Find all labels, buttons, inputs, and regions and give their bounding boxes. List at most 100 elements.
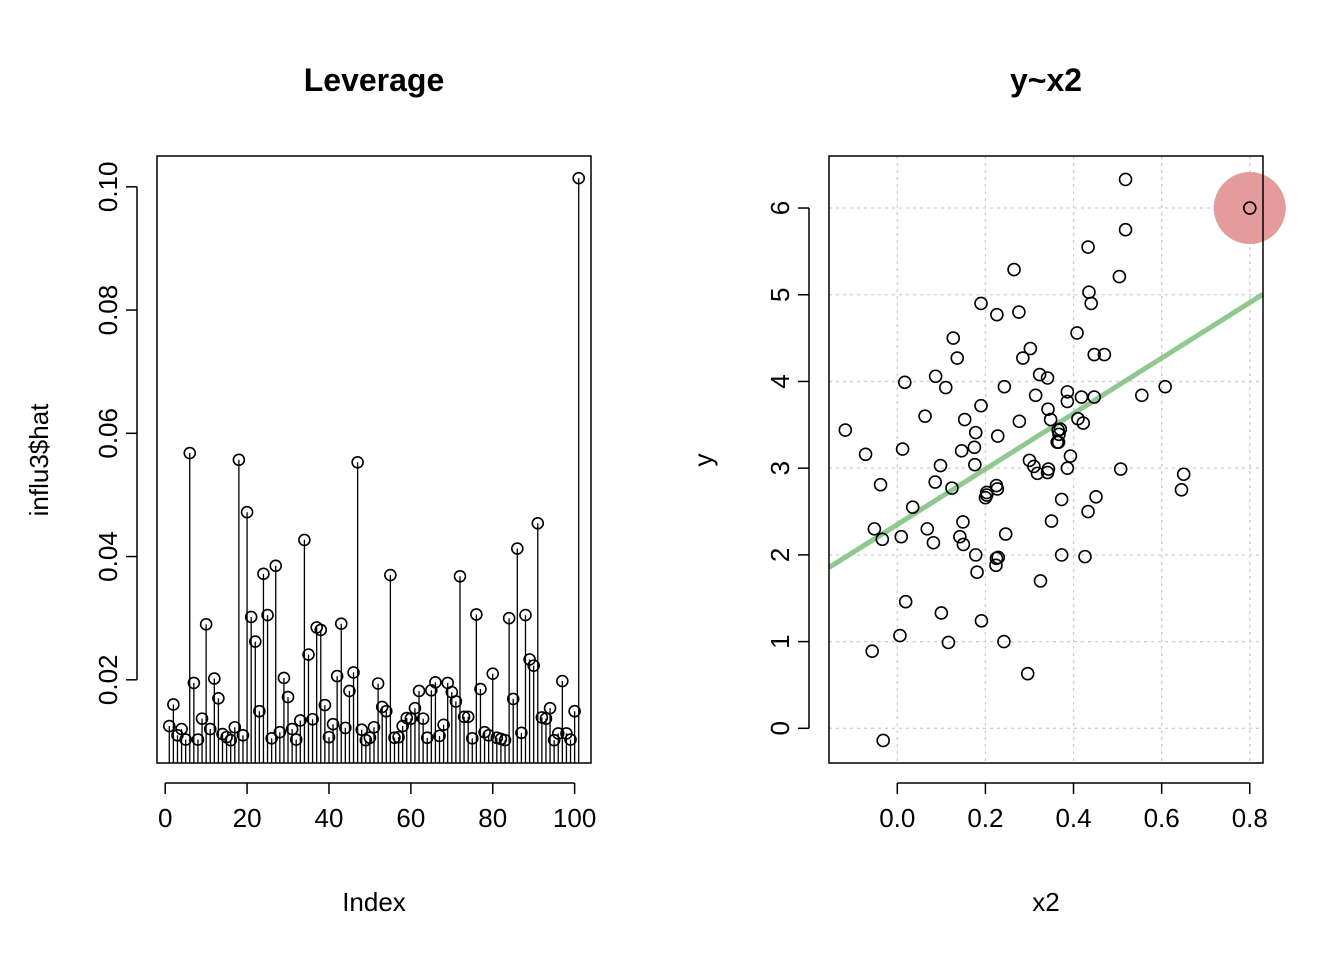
leverage-point	[273, 725, 287, 739]
scatter-y-tick-label: 3	[765, 461, 795, 475]
leverage-point	[453, 569, 467, 583]
scatter-point	[1043, 412, 1058, 427]
leverage-point	[339, 721, 352, 735]
scatter-point	[990, 307, 1004, 322]
scatter-point	[950, 351, 965, 365]
scatter-point	[858, 447, 873, 462]
scatter-point	[898, 594, 913, 609]
scatter-point	[968, 425, 983, 440]
scatter-point	[1082, 285, 1096, 299]
leverage-point	[162, 719, 176, 733]
scatter-point	[1032, 367, 1047, 382]
leverage-x-label: Index	[342, 887, 406, 917]
scatter-y-tick-label: 5	[765, 288, 795, 302]
scatter-point	[1070, 326, 1084, 340]
scatter-x-tick-label: 0.8	[1232, 803, 1268, 833]
leverage-point	[294, 714, 307, 727]
leverage-point	[302, 648, 315, 661]
leverage-y-tick-label: 0.06	[93, 408, 123, 459]
leverage-point	[474, 682, 487, 696]
leverage-point	[195, 712, 209, 725]
scatter-point	[1044, 514, 1059, 528]
scatter-point	[974, 398, 988, 413]
leverage-point	[388, 731, 401, 745]
leverage-point	[236, 728, 250, 742]
leverage-point	[498, 733, 512, 747]
scatter-point	[928, 475, 942, 489]
leverage-point	[343, 684, 356, 698]
scatter-point	[1012, 305, 1026, 319]
leverage-point	[560, 727, 573, 740]
leverage-point	[502, 611, 516, 625]
leverage-title: Leverage	[304, 62, 445, 98]
leverage-point	[543, 701, 557, 715]
leverage-point	[183, 446, 197, 460]
scatter-x-axis: 0.0 0.2 0.4 0.6 0.8	[879, 782, 1268, 833]
leverage-point	[470, 608, 483, 621]
scatter-point	[897, 375, 912, 390]
leverage-point	[240, 505, 254, 519]
leverage-point	[449, 695, 463, 708]
leverage-point	[265, 732, 278, 745]
leverage-point	[433, 729, 446, 743]
leverage-point	[511, 542, 524, 555]
scatter-point	[865, 644, 879, 658]
leverage-point	[191, 733, 205, 746]
scatter-point	[1023, 341, 1038, 356]
scatter-point	[1081, 504, 1095, 519]
leverage-point	[367, 720, 381, 734]
leverage-x-tick-label: 0	[158, 803, 172, 833]
scatter-point	[933, 458, 948, 473]
scatter-point	[1027, 459, 1041, 474]
scatter-point	[1041, 402, 1055, 417]
scatter-point	[1076, 416, 1091, 430]
scatter-points	[838, 172, 1257, 748]
scatter-point	[968, 548, 983, 562]
scatter-point	[1097, 347, 1112, 362]
leverage-point	[531, 516, 545, 530]
scatter-point	[1020, 666, 1035, 681]
scatter-point	[1112, 269, 1127, 284]
leverage-point	[179, 733, 192, 746]
highlighted-point-marker	[1213, 172, 1286, 245]
scatter-point	[1063, 449, 1078, 463]
leverage-point	[208, 672, 221, 685]
scatter-y-tick-label: 4	[765, 374, 795, 388]
leverage-x-tick-label: 20	[233, 803, 262, 833]
leverage-point	[527, 659, 540, 672]
leverage-point	[400, 711, 414, 725]
scatter-point	[997, 634, 1011, 649]
leverage-point	[203, 722, 217, 736]
leverage-point	[261, 608, 274, 622]
leverage-point	[539, 712, 553, 725]
leverage-point	[547, 733, 561, 747]
scatter-point	[1084, 296, 1098, 311]
leverage-point	[519, 608, 532, 622]
leverage-point	[314, 623, 328, 637]
scatter-point	[941, 635, 956, 650]
scatter-point	[1040, 371, 1055, 385]
scatter-grid	[829, 156, 1263, 763]
scatter-point	[1089, 489, 1103, 504]
leverage-point	[404, 712, 418, 725]
leverage-point	[248, 635, 262, 648]
leverage-point	[572, 171, 586, 185]
leverage-y-axis: 0.02 0.04 0.06 0.08 0.10	[93, 162, 138, 705]
scatter-point	[957, 412, 972, 427]
scatter-point	[1051, 435, 1066, 449]
scatter-point	[1087, 390, 1102, 404]
scatter-point	[873, 477, 888, 492]
scatter-point	[918, 409, 932, 423]
scatter-point	[895, 442, 910, 456]
scatter-point	[970, 565, 984, 580]
leverage-point	[281, 690, 295, 704]
scatter-point	[1033, 574, 1048, 588]
scatter-point	[956, 515, 970, 529]
leverage-point	[375, 700, 389, 714]
scatter-point	[926, 535, 941, 550]
scatter-y-tick-label: 1	[765, 634, 795, 648]
scatter-point	[1052, 427, 1066, 442]
scatter-point	[956, 537, 971, 552]
leverage-point	[199, 618, 213, 631]
